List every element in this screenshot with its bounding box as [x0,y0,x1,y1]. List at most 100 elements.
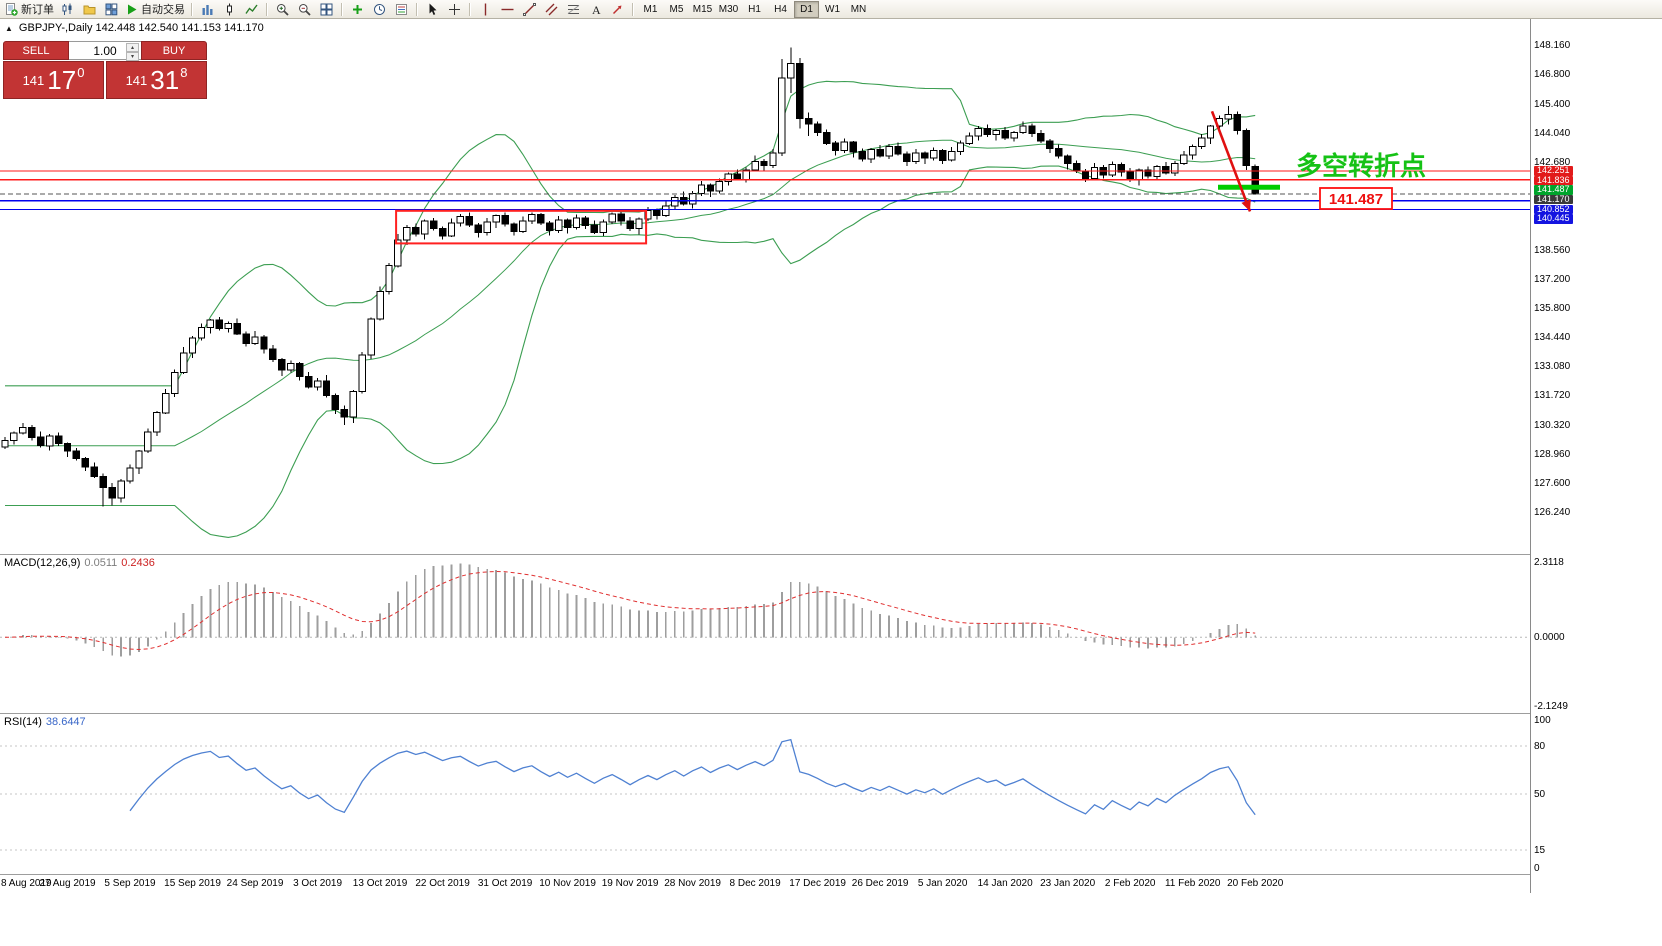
volume-value[interactable]: 1.00 [93,43,117,58]
buy-button[interactable]: BUY [141,41,207,60]
indicators-button[interactable] [347,1,368,17]
sell-price-button[interactable]: 141 17 0 [3,61,104,99]
price-axis-label: 100 [1534,715,1551,726]
buy-price-button[interactable]: 141 31 8 [106,61,207,99]
crosshair-button[interactable] [444,1,465,17]
pane-separator[interactable] [0,713,1662,714]
trendline-button[interactable] [519,1,540,17]
timeframe-w1-button[interactable]: W1 [825,3,840,15]
zoom-out-icon [298,3,311,16]
price-axis-label: 50 [1534,789,1546,800]
zoom-in-button[interactable] [272,1,293,17]
rsi-name: RSI(14) [4,716,42,728]
spinner-down-icon[interactable]: ▾ [126,52,139,61]
candlestick-chart-icon [223,3,236,16]
pane-separator[interactable] [0,554,1662,555]
profiles-icon [83,3,96,16]
price-axis-label: 142.251 [1534,166,1573,176]
rsi-value: 38.6447 [45,716,86,728]
timeframe-m30-button[interactable]: M30 [718,3,739,15]
periods-button[interactable] [369,1,390,17]
bid-big-digits: 17 [47,65,77,95]
date-label: 2 Feb 2020 [1104,878,1156,889]
date-label: 22 Oct 2019 [415,878,470,889]
channel-button[interactable] [541,1,562,17]
price-axis[interactable]: 148.160146.800145.400144.040142.680139.9… [1530,19,1662,893]
macd-signal-value: 0.2436 [121,557,155,569]
price-axis-label: -2.1249 [1534,701,1568,712]
date-label: 15 Sep 2019 [164,878,221,889]
timeframe-mn-button[interactable]: MN [850,3,867,15]
ask-big-digits: 31 [150,65,180,95]
new-order-icon [5,2,18,16]
profiles-button[interactable] [79,1,100,17]
main-toolbar: 新订单 自动交易 A M1 M5 M15 M30 H1 H4 D1 W1 MN [0,0,1662,19]
symbol-ohlc-label: GBPJPY-,Daily 142.448 142.540 141.153 14… [18,22,264,34]
toolbar-separator [632,2,634,16]
macd-pane[interactable] [0,555,1530,713]
price-axis-label: 80 [1534,741,1546,752]
data-window-icon [105,3,118,16]
svg-text:A: A [592,3,601,16]
zoom-out-button[interactable] [294,1,315,17]
price-axis-label: 148.160 [1534,39,1571,51]
autotrading-button-label: 自动交易 [141,4,185,16]
date-label: 26 Dec 2019 [851,878,909,889]
date-label: 14 Jan 2020 [977,878,1033,889]
templates-button[interactable] [391,1,412,17]
timeframe-m5-button[interactable]: M5 [669,3,684,15]
new-order-button[interactable]: 新订单 [3,1,56,17]
toolbar-separator [469,2,471,16]
rsi-indicator-label: RSI(14) 38.6447 [4,716,86,728]
text-button[interactable]: A [585,1,606,17]
spinner-up-icon[interactable]: ▴ [126,43,139,52]
one-click-trade-panel: SELL 1.00 ▴ ▾ BUY 141 17 0 141 31 8 [3,41,207,99]
candlestick-chart-button[interactable] [219,1,240,17]
fibonacci-button[interactable] [563,1,584,17]
price-axis-label: 145.400 [1534,98,1571,110]
date-label: 8 Dec 2019 [729,878,781,889]
text-icon: A [589,3,602,16]
price-axis-label: 142.680 [1534,156,1571,168]
timeframe-h1-button[interactable]: H1 [748,3,761,15]
volume-spinner[interactable]: ▴ ▾ [126,43,139,61]
date-label: 3 Oct 2019 [293,878,343,889]
crosshair-icon [448,3,461,16]
price-chart[interactable]: 多空转折点 141.487 [0,19,1530,554]
cursor-button[interactable] [422,1,443,17]
data-window-button[interactable] [101,1,122,17]
horizontal-line-button[interactable] [497,1,518,17]
price-axis-label: 141.170 [1534,194,1573,205]
date-label: 11 Feb 2020 [1164,878,1221,889]
price-axis-label: 135.800 [1534,303,1571,315]
timeframe-m15-button[interactable]: M15 [692,3,713,15]
timeframe-m1-button[interactable]: M1 [643,3,658,15]
time-axis[interactable]: 8 Aug 2019 27 Aug 2019 5 Sep 2019 15 Sep 20… [0,875,1530,893]
volume-input[interactable]: 1.00 ▴ ▾ [69,41,141,61]
timeframe-d1-button[interactable]: D1 [794,0,819,18]
bar-chart-button[interactable] [197,1,218,17]
price-axis-label: 2.3118 [1534,557,1564,568]
indicators-icon [351,3,364,16]
arrows-button[interactable] [607,1,628,17]
price-axis-label: 144.040 [1534,127,1571,139]
date-label: 28 Nov 2019 [664,878,721,889]
rsi-pane[interactable] [0,714,1530,874]
price-axis-label: 15 [1534,845,1546,856]
vertical-line-button[interactable] [475,1,496,17]
toolbar-separator [266,2,268,16]
tile-windows-icon [320,3,333,16]
line-chart-icon [245,3,258,16]
line-chart-button[interactable] [241,1,262,17]
panel-collapse-icon[interactable]: ▲ [5,23,13,33]
price-axis-label: 140.445 [1534,214,1573,224]
sell-button[interactable]: SELL [3,41,69,60]
autotrading-button[interactable]: 自动交易 [123,1,187,17]
tile-windows-button[interactable] [316,1,337,17]
date-label: 24 Sep 2019 [226,878,284,889]
ask-pipette: 8 [180,64,188,80]
price-axis-label: 126.240 [1534,507,1571,519]
chart-window-button[interactable] [57,1,78,17]
date-label: 17 Dec 2019 [789,878,846,889]
timeframe-h4-button[interactable]: H4 [774,3,787,15]
